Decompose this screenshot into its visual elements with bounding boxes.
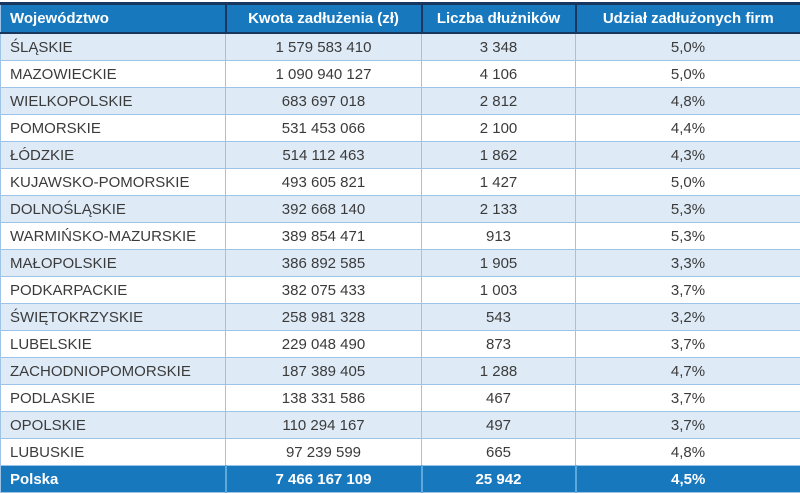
row-amount-cell: 258 981 328 (226, 304, 422, 331)
row-amount-cell: 392 668 140 (226, 196, 422, 223)
row-share-cell: 3,7% (576, 385, 800, 412)
row-name-cell: WARMIŃSKO-MAZURSKIE (1, 223, 226, 250)
row-amount-cell: 187 389 405 (226, 358, 422, 385)
row-share-cell: 5,0% (576, 33, 800, 61)
row-name-cell: WIELKOPOLSKIE (1, 88, 226, 115)
row-name-cell: KUJAWSKO-POMORSKIE (1, 169, 226, 196)
row-debtors-cell: 543 (422, 304, 576, 331)
footer-debtors-cell: 25 942 (422, 466, 576, 493)
row-amount-cell: 389 854 471 (226, 223, 422, 250)
row-debtors-cell: 497 (422, 412, 576, 439)
row-name-cell: ŚLĄSKIE (1, 33, 226, 61)
row-amount-cell: 138 331 586 (226, 385, 422, 412)
footer-name-cell: Polska (1, 466, 226, 493)
row-debtors-cell: 1 862 (422, 142, 576, 169)
header-cell-liczba-dluznikow: Liczba dłużników (422, 4, 576, 34)
row-share-cell: 4,8% (576, 88, 800, 115)
header-cell-udzial-zadluzonych-firm: Udział zadłużonych firm (576, 4, 800, 34)
row-share-cell: 3,3% (576, 250, 800, 277)
row-debtors-cell: 2 133 (422, 196, 576, 223)
table-footer-row: Polska 7 466 167 109 25 942 4,5% (1, 466, 800, 493)
footer-amount-cell: 7 466 167 109 (226, 466, 422, 493)
row-name-cell: POMORSKIE (1, 115, 226, 142)
row-debtors-cell: 467 (422, 385, 576, 412)
row-name-cell: MAZOWIECKIE (1, 61, 226, 88)
row-share-cell: 5,0% (576, 169, 800, 196)
row-debtors-cell: 1 427 (422, 169, 576, 196)
row-name-cell: OPOLSKIE (1, 412, 226, 439)
row-share-cell: 3,7% (576, 277, 800, 304)
row-name-cell: DOLNOŚLĄSKIE (1, 196, 226, 223)
row-name-cell: ŚWIĘTOKRZYSKIE (1, 304, 226, 331)
row-share-cell: 3,7% (576, 412, 800, 439)
row-debtors-cell: 2 100 (422, 115, 576, 142)
row-name-cell: MAŁOPOLSKIE (1, 250, 226, 277)
row-name-cell: ŁÓDZKIE (1, 142, 226, 169)
row-amount-cell: 531 453 066 (226, 115, 422, 142)
row-debtors-cell: 3 348 (422, 33, 576, 61)
row-amount-cell: 683 697 018 (226, 88, 422, 115)
row-share-cell: 3,7% (576, 331, 800, 358)
row-amount-cell: 493 605 821 (226, 169, 422, 196)
row-name-cell: PODKARPACKIE (1, 277, 226, 304)
row-name-cell: LUBUSKIE (1, 439, 226, 466)
row-debtors-cell: 665 (422, 439, 576, 466)
row-name-cell: PODLASKIE (1, 385, 226, 412)
row-debtors-cell: 1 288 (422, 358, 576, 385)
row-share-cell: 4,8% (576, 439, 800, 466)
footer-share-cell: 4,5% (576, 466, 800, 493)
row-share-cell: 4,3% (576, 142, 800, 169)
header-cell-wojewodztwo: Województwo (1, 4, 226, 34)
row-share-cell: 4,7% (576, 358, 800, 385)
row-amount-cell: 110 294 167 (226, 412, 422, 439)
row-share-cell: 5,0% (576, 61, 800, 88)
row-debtors-cell: 4 106 (422, 61, 576, 88)
row-amount-cell: 1 579 583 410 (226, 33, 422, 61)
row-amount-cell: 1 090 940 127 (226, 61, 422, 88)
row-debtors-cell: 873 (422, 331, 576, 358)
row-share-cell: 5,3% (576, 196, 800, 223)
table-header-row: Województwo Kwota zadłużenia (zł) Liczba… (1, 4, 800, 34)
row-share-cell: 5,3% (576, 223, 800, 250)
row-debtors-cell: 913 (422, 223, 576, 250)
row-amount-cell: 386 892 585 (226, 250, 422, 277)
row-amount-cell: 229 048 490 (226, 331, 422, 358)
row-share-cell: 4,4% (576, 115, 800, 142)
row-name-cell: ZACHODNIOPOMORSKIE (1, 358, 226, 385)
row-share-cell: 3,2% (576, 304, 800, 331)
row-amount-cell: 382 075 433 (226, 277, 422, 304)
row-amount-cell: 514 112 463 (226, 142, 422, 169)
row-debtors-cell: 1 003 (422, 277, 576, 304)
row-name-cell: LUBELSKIE (1, 331, 226, 358)
header-cell-kwota-zadluzenia: Kwota zadłużenia (zł) (226, 4, 422, 34)
row-debtors-cell: 1 905 (422, 250, 576, 277)
row-amount-cell: 97 239 599 (226, 439, 422, 466)
row-debtors-cell: 2 812 (422, 88, 576, 115)
